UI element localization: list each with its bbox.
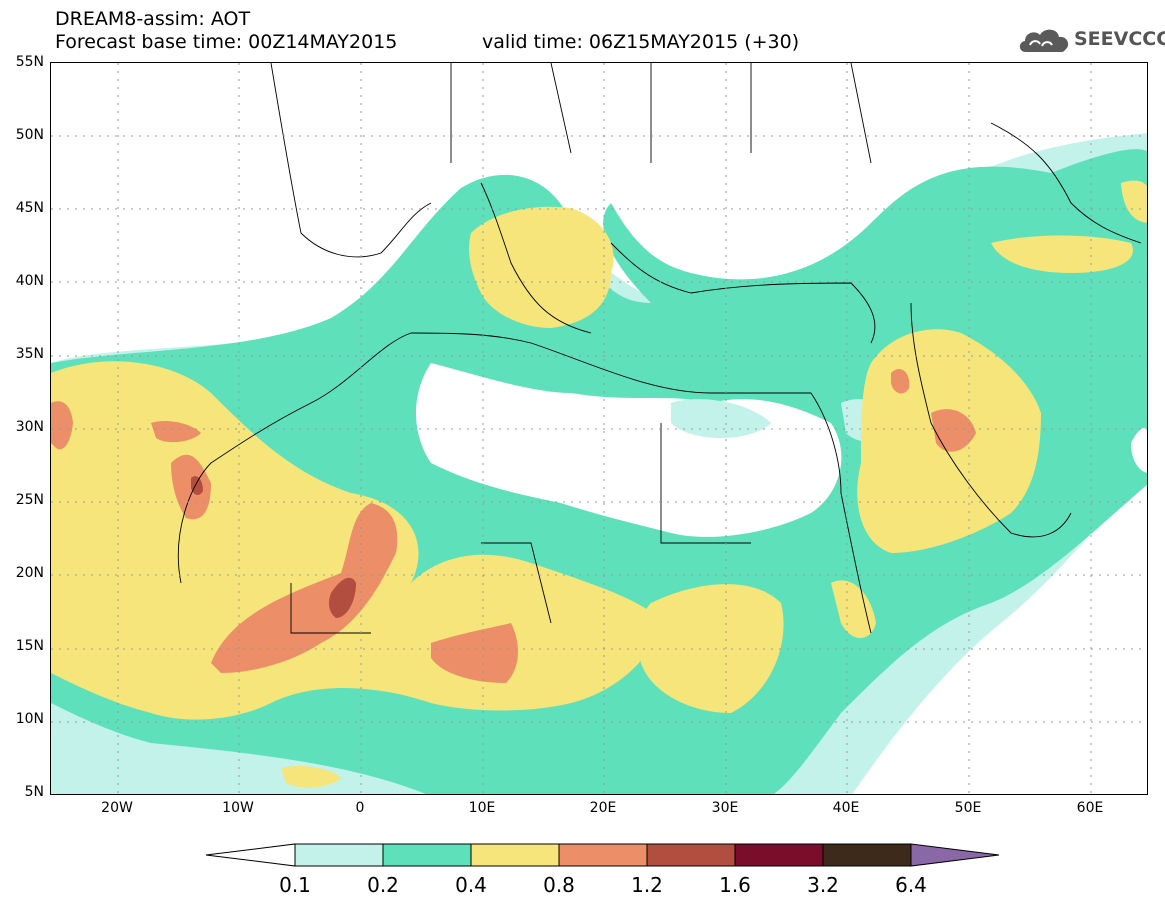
map-title: DREAM8-assim: AOT (55, 8, 251, 30)
aot-map (50, 62, 1148, 795)
boundaries (177, 63, 1142, 634)
lon-label-20w: 20W (101, 800, 133, 816)
lat-label-50n: 50N (15, 127, 44, 143)
lon-label-50e: 50E (954, 800, 982, 816)
legend-swatch-12 (646, 843, 736, 867)
aot-band-brown (191, 476, 356, 618)
lon-label-0: 0 (355, 800, 365, 816)
legend-swatch-02 (382, 843, 472, 867)
lon-label-40e: 40E (832, 800, 860, 816)
lat-label-30n: 30N (15, 419, 44, 435)
cloud-icon (1019, 29, 1069, 52)
lon-label-10w: 10W (222, 800, 254, 816)
lat-label-20n: 20N (15, 565, 44, 581)
legend-label-0-4: 0.4 (455, 873, 487, 897)
valid-time: valid time: 06Z15MAY2015 (+30) (482, 31, 800, 53)
legend-label-0-2: 0.2 (367, 873, 399, 897)
lat-label-40n: 40N (15, 273, 44, 289)
lat-label-5n: 5N (24, 784, 44, 800)
lon-label-20e: 20E (589, 800, 617, 816)
color-scale-bar (205, 843, 1000, 867)
legend-swatch-16 (734, 843, 824, 867)
legend-swatch-01 (294, 843, 384, 867)
legend-label-0-8: 0.8 (543, 873, 575, 897)
lat-label-55n: 55N (15, 54, 44, 70)
legend-swatch-32 (822, 843, 912, 867)
lat-label-10n: 10N (15, 711, 44, 727)
aot-band-clean (416, 363, 1147, 537)
legend-label-3-2: 3.2 (807, 873, 839, 897)
lon-label-30e: 30E (711, 800, 739, 816)
legend-swatch-08 (558, 843, 648, 867)
lat-label-15n: 15N (15, 638, 44, 654)
lon-label-10e: 10E (468, 800, 496, 816)
seevccc-logo: SEEVCCC (1016, 22, 1165, 58)
legend-label-6-4: 6.4 (895, 873, 927, 897)
lat-label-25n: 25N (15, 492, 44, 508)
legend-swatch-04 (470, 843, 560, 867)
legend-swatch-lt01 (205, 843, 296, 867)
legend-label-0-1: 0.1 (279, 873, 311, 897)
legend-label-1-2: 1.2 (631, 873, 663, 897)
legend-swatch-gt64 (910, 843, 1000, 867)
lat-label-45n: 45N (15, 200, 44, 216)
lat-label-35n: 35N (15, 346, 44, 362)
map-canvas (51, 63, 1147, 794)
legend-label-1-6: 1.6 (719, 873, 751, 897)
forecast-base-time: Forecast base time: 00Z14MAY2015 (55, 31, 398, 53)
lon-label-60e: 60E (1076, 800, 1104, 816)
logo-text: SEEVCCC (1074, 28, 1165, 50)
